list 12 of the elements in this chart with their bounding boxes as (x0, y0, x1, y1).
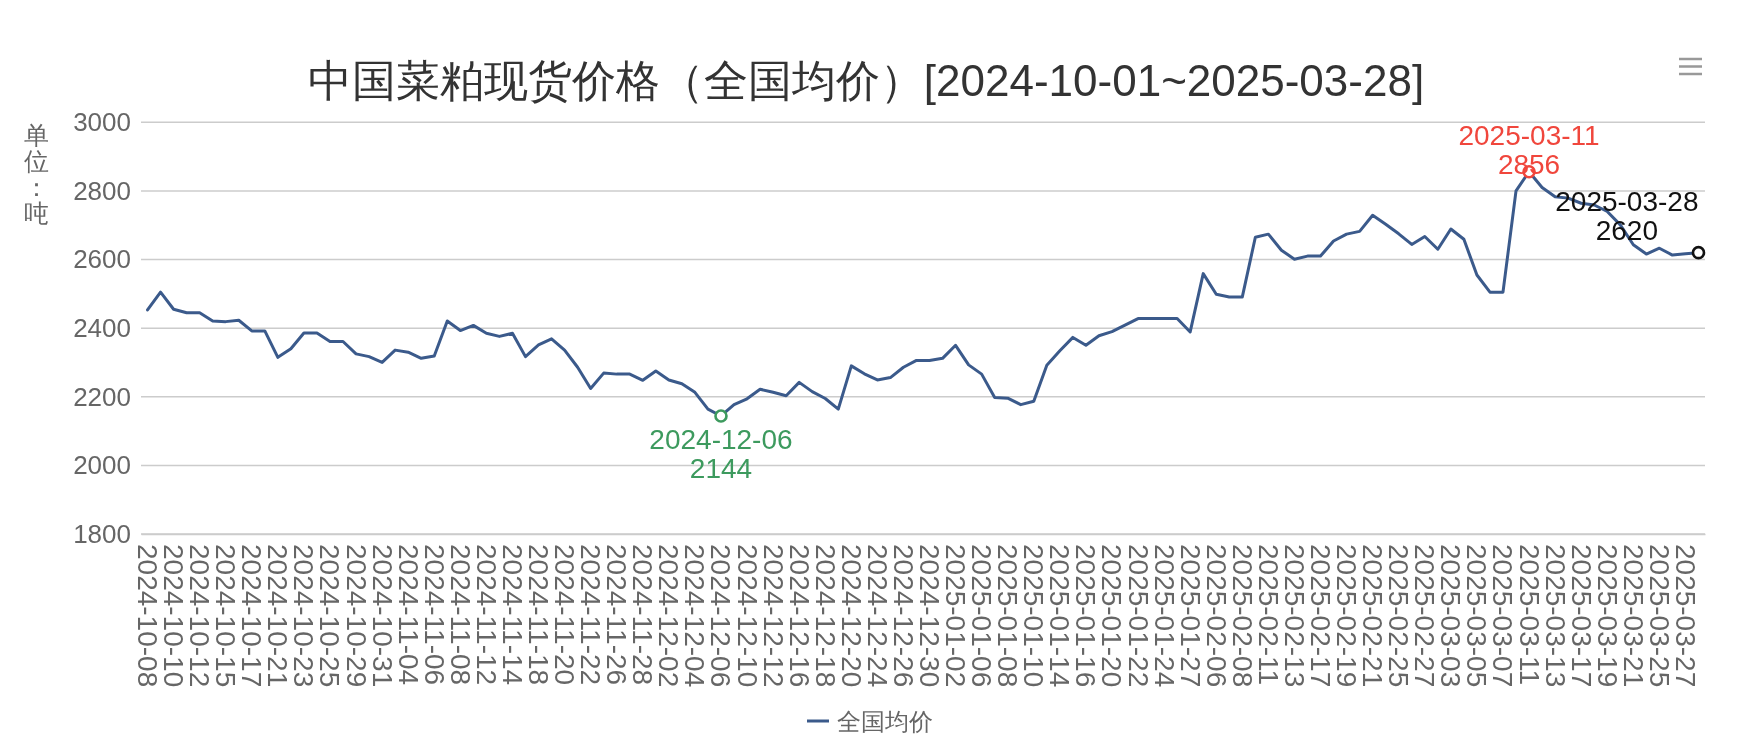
y-tick-label: 2800 (73, 175, 131, 206)
y-tick-label: 2200 (73, 381, 131, 412)
y-tick-label: 2600 (73, 244, 131, 275)
chart-title: 中国菜粕现货价格（全国均价）[2024-10-01~2025-03-28] (307, 55, 1425, 105)
y-axis-title: 单位：吨 (23, 121, 49, 227)
y-tick-label: 2400 (73, 312, 131, 343)
annotation: 2024-12-06 2144 (649, 423, 793, 484)
y-tick-label: 2000 (73, 450, 131, 481)
y-tick-label: 3000 (73, 107, 131, 138)
annotation: 2025-03-11 2856 (1458, 119, 1600, 180)
y-tick-label: 1800 (73, 518, 131, 549)
legend-label: 全国均价 (837, 707, 933, 735)
